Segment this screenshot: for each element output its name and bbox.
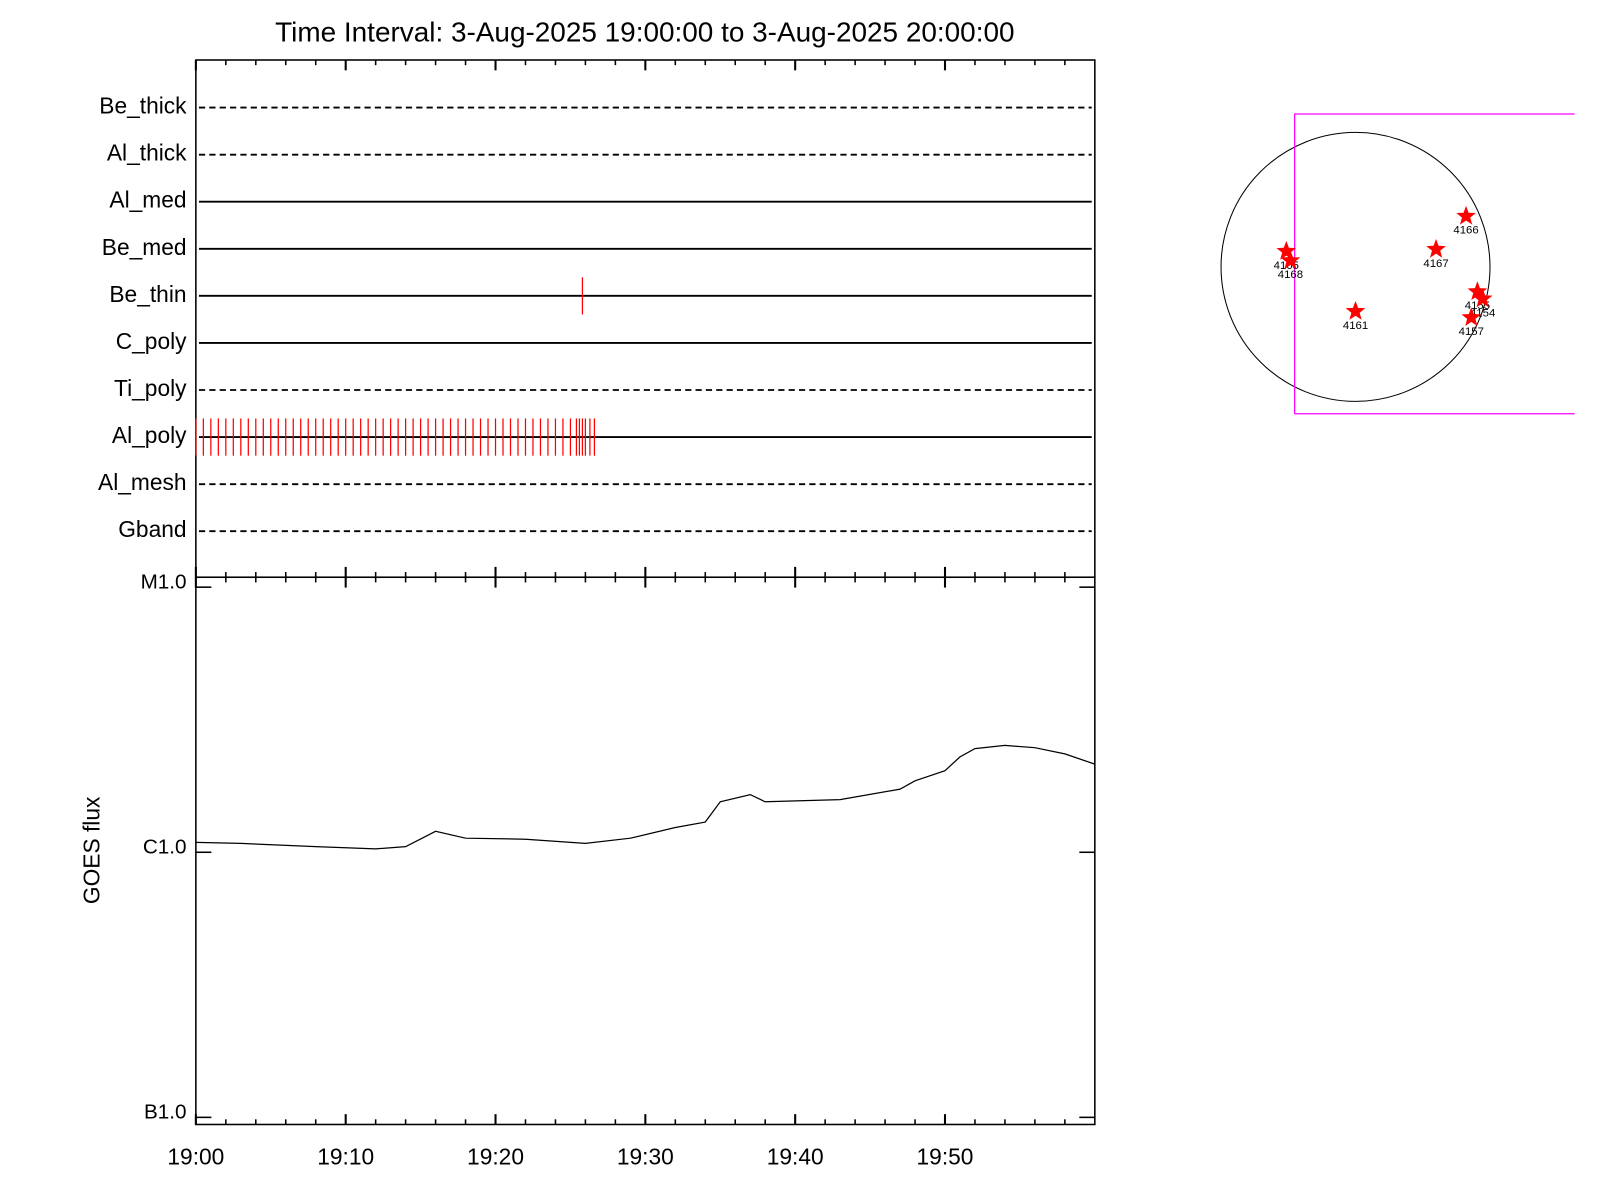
panel-frame — [195, 576, 1096, 1126]
region-star — [1472, 288, 1493, 308]
region-star — [1345, 301, 1366, 320]
row-label: Gband — [118, 516, 186, 542]
x-tick-label: 19:00 — [167, 1144, 224, 1170]
y-tick-label: M1.0 — [141, 570, 187, 593]
region-star — [1276, 240, 1297, 260]
region-label: 4161 — [1343, 320, 1368, 332]
region-star — [1456, 205, 1476, 225]
chart-title: Time Interval: 3-Aug-2025 19:00:00 to 3-… — [275, 17, 1014, 48]
y-axis-label: GOES flux — [78, 796, 104, 904]
x-tick-label: 19:10 — [317, 1144, 374, 1170]
y-tick-label: C1.0 — [143, 836, 187, 859]
x-tick-label: 19:30 — [617, 1144, 674, 1170]
row-label: Al_poly — [112, 422, 187, 448]
row-label: Be_med — [102, 234, 187, 260]
row-label: Al_mesh — [98, 469, 187, 495]
solar-disk — [1220, 131, 1491, 402]
flux-line — [195, 744, 1096, 850]
row-label: Ti_poly — [114, 375, 187, 401]
panel-frame — [195, 59, 1096, 579]
x-tick-label: 19:50 — [917, 1144, 974, 1170]
x-tick-label: 19:20 — [467, 1144, 524, 1170]
row-label: Be_thin — [109, 281, 186, 307]
region-label: 4168 — [1278, 269, 1303, 281]
region-star — [1280, 250, 1301, 270]
region-star — [1467, 281, 1488, 300]
region-label: 4166 — [1453, 225, 1478, 237]
region-star — [1461, 307, 1482, 326]
y-tick-label: B1.0 — [144, 1101, 187, 1124]
row-label: C_poly — [116, 328, 187, 354]
row-label: Be_thick — [99, 93, 187, 119]
region-label: 4157 — [1459, 326, 1484, 338]
region-star — [1426, 238, 1446, 258]
row-label: Al_med — [109, 187, 186, 213]
row-label: Al_thick — [107, 140, 187, 166]
region-label: 4167 — [1423, 258, 1448, 270]
x-tick-label: 19:40 — [767, 1144, 824, 1170]
